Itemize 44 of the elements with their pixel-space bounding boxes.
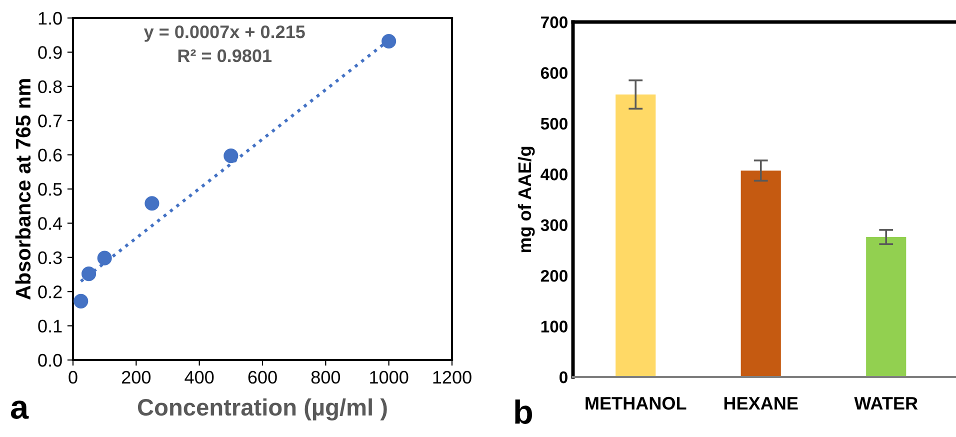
point <box>382 34 396 49</box>
y-tick-label: 0.1 <box>38 320 62 333</box>
y-tick-label: 400 <box>540 168 568 180</box>
y-axis-title: Absorbance at 765 nm <box>15 79 31 300</box>
point <box>224 148 238 164</box>
x-tick-label: WATER <box>854 397 918 410</box>
x-tick-label: 400 <box>184 370 214 384</box>
x-tick-label: 1200 <box>433 370 472 384</box>
y-tick-label: 200 <box>540 270 568 282</box>
x-tick-label: METHANOL <box>586 396 686 410</box>
annotation: R² = 0.9801 <box>178 49 272 62</box>
y-tick-label: 300 <box>540 219 568 232</box>
x-tick-label: 800 <box>311 370 340 384</box>
y-tick-label: 0.0 <box>38 354 62 367</box>
y-tick-label: 0.2 <box>38 286 62 298</box>
x-axis-title: Concentration (µg/ml ) <box>138 398 387 420</box>
text: b <box>515 399 532 424</box>
y-tick-label: 1.0 <box>38 12 62 25</box>
bar <box>866 237 906 377</box>
y-tick-label: 0.6 <box>38 148 62 162</box>
y-tick-label: 0.7 <box>38 114 62 128</box>
y-tick-label: 0.4 <box>38 217 62 230</box>
y-tick-label: 0.3 <box>38 251 62 264</box>
x-tick-label: HEXANE <box>724 397 798 410</box>
y-tick-label: 500 <box>540 118 568 130</box>
y-tick-label: 100 <box>541 320 568 332</box>
y-tick-label: 0.9 <box>38 46 62 59</box>
point <box>97 250 112 266</box>
bar <box>740 170 781 377</box>
x-tick-label: 600 <box>248 370 277 384</box>
y-tick-label: 0.8 <box>38 80 62 94</box>
y-tick-label: 0.5 <box>38 182 62 196</box>
y-tick-label: 600 <box>540 67 568 79</box>
bar <box>616 94 656 377</box>
point <box>82 266 96 282</box>
text: a <box>10 400 29 419</box>
point <box>74 294 88 308</box>
annotation: y = 0.0007x + 0.215 <box>144 25 305 42</box>
y-axis-title: mg of AAE/g <box>518 146 535 252</box>
x-tick-label: 200 <box>122 370 151 384</box>
point <box>144 196 160 211</box>
y-tick-label: 700 <box>541 16 568 28</box>
x-tick-label: 1000 <box>370 370 408 384</box>
x-tick-label: 0 <box>68 370 78 384</box>
